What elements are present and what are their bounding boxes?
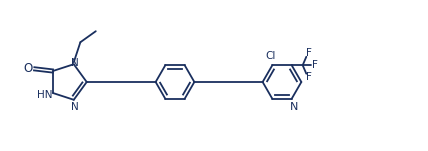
- Text: Cl: Cl: [265, 51, 276, 61]
- Text: F: F: [312, 60, 318, 70]
- Text: N: N: [71, 58, 79, 68]
- Text: N: N: [71, 102, 79, 112]
- Text: N: N: [289, 102, 298, 112]
- Text: O: O: [24, 62, 33, 75]
- Text: F: F: [306, 72, 312, 82]
- Text: F: F: [306, 48, 312, 58]
- Text: HN: HN: [37, 90, 53, 100]
